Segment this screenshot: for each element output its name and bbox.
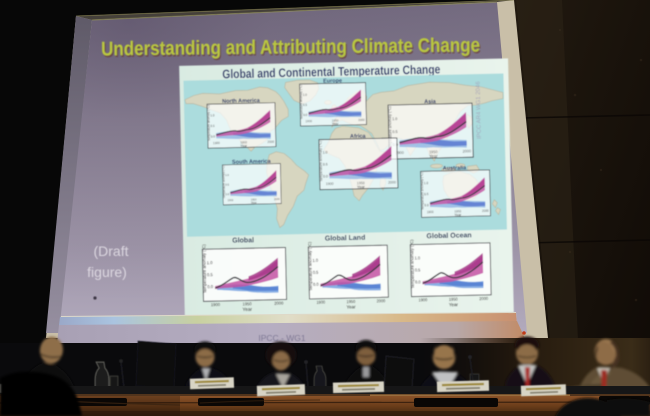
svg-text:Africa: Africa	[350, 134, 367, 140]
svg-text:IPCC AR4 WG1 2046: IPCC AR4 WG1 2046	[476, 81, 483, 139]
svg-text:Europe: Europe	[323, 78, 342, 84]
svg-text:Asia: Asia	[424, 99, 437, 105]
svg-text:Understanding and Attributing: Understanding and Attributing Climate Ch…	[102, 36, 481, 62]
svg-text:IPCC - WG1: IPCC - WG1	[258, 333, 305, 343]
svg-text:Global: Global	[232, 237, 254, 244]
svg-text:figure): figure)	[87, 264, 127, 280]
svg-text:(Draft: (Draft	[94, 243, 129, 259]
svg-text:Global Ocean: Global Ocean	[426, 232, 471, 240]
svg-text:Global Land: Global Land	[325, 235, 366, 243]
svg-text:North America: North America	[222, 98, 261, 105]
svg-text:South America: South America	[232, 159, 272, 166]
svg-text:Australia: Australia	[443, 165, 468, 172]
svg-text:Understanding and Attributing: Understanding and Attributing Climate Ch…	[101, 35, 480, 61]
